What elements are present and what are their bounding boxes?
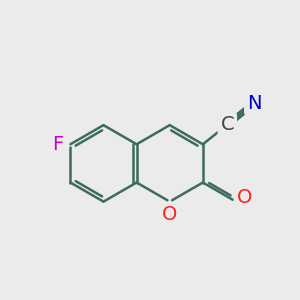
Text: O: O: [162, 205, 177, 224]
Text: O: O: [237, 188, 253, 207]
Text: C: C: [220, 115, 234, 134]
Text: F: F: [52, 135, 64, 154]
Text: N: N: [247, 94, 262, 113]
